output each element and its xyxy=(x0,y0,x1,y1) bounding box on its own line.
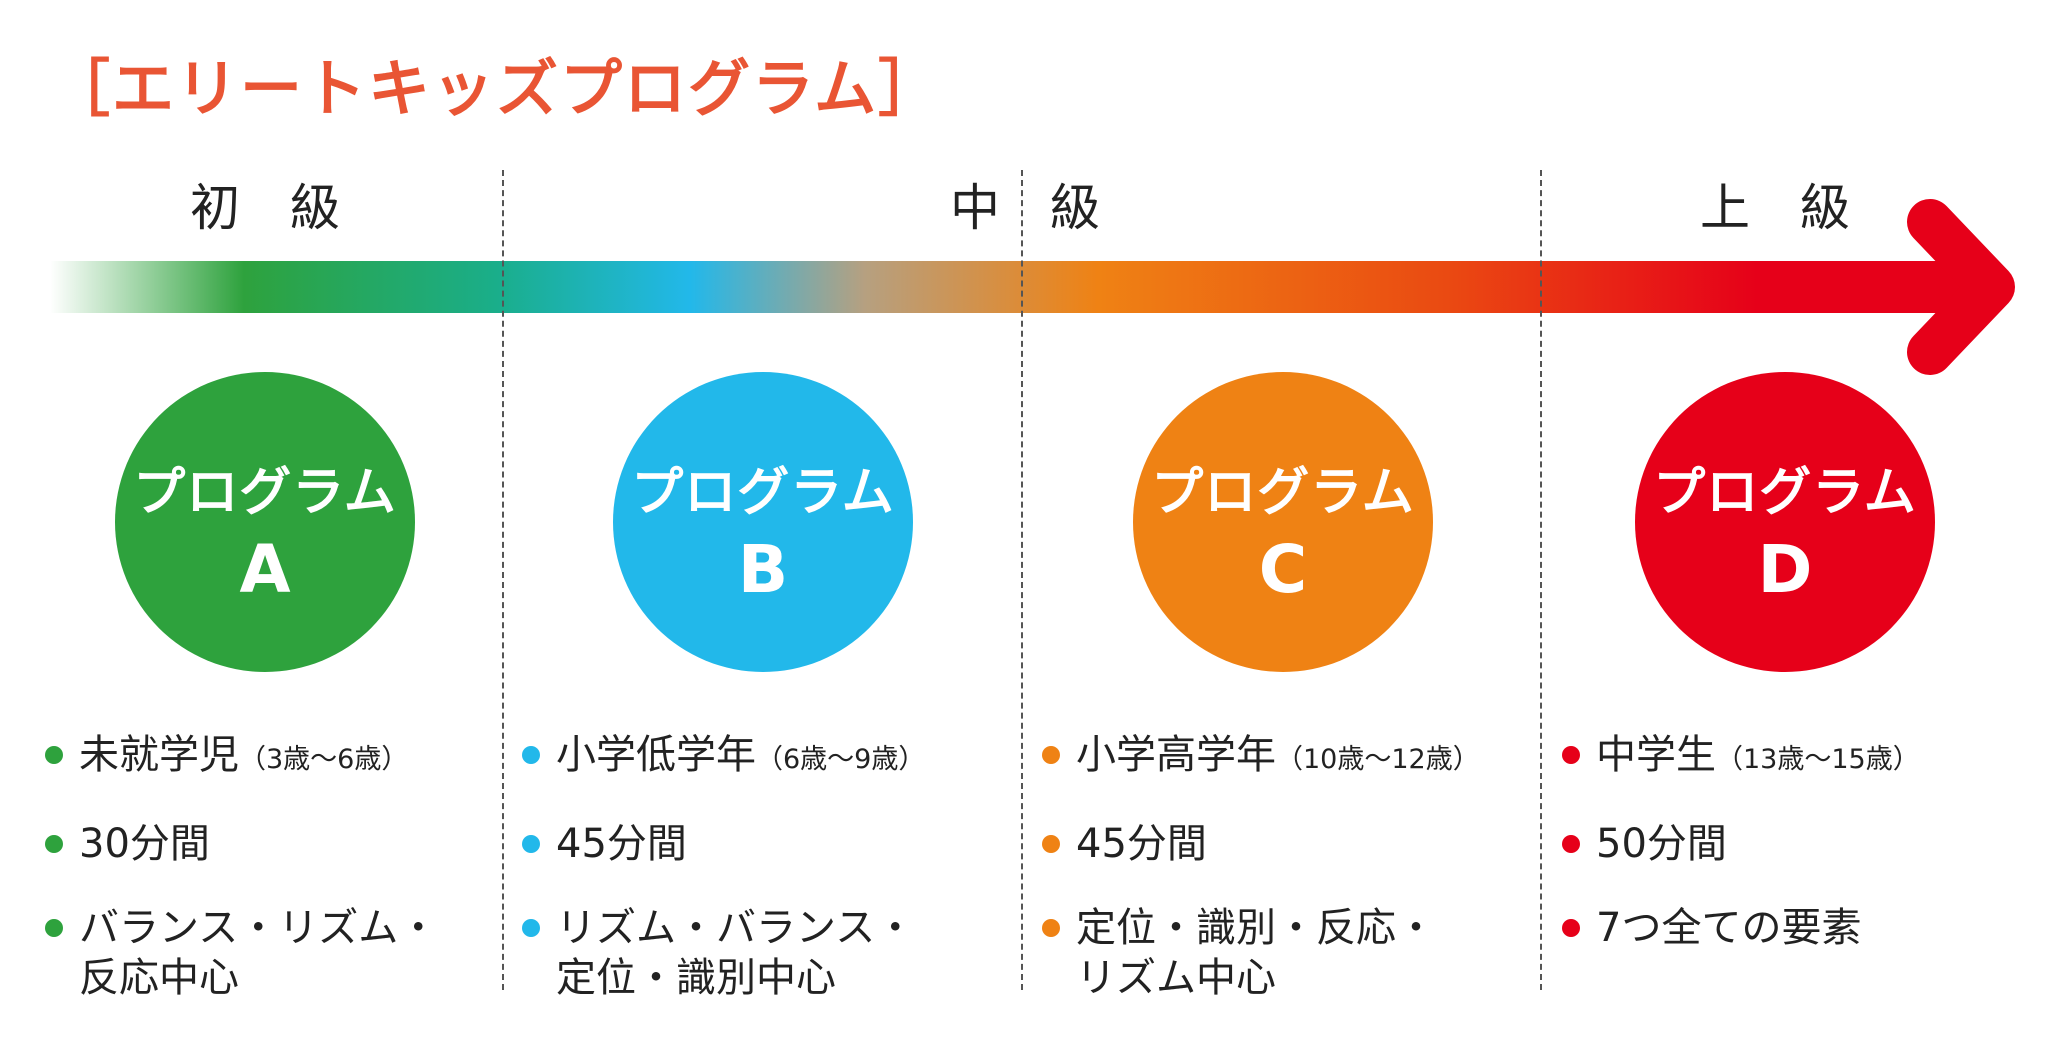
program-name: プログラム xyxy=(1653,463,1917,523)
bullet-dot-icon xyxy=(522,746,540,764)
arrow-shaft xyxy=(50,261,1980,313)
list-item-focus: リズム・バランス・ 定位・識別中心 xyxy=(522,903,972,1003)
bullet-dot-icon xyxy=(1042,835,1060,853)
list-item-duration: 45分間 xyxy=(1042,819,1492,869)
bullet-dot-icon xyxy=(45,835,63,853)
bullet-dot-icon xyxy=(45,919,63,937)
bullet-dot-icon xyxy=(1562,746,1580,764)
list-item-focus: 7つ全ての要素 xyxy=(1562,903,2012,953)
program-letter: A xyxy=(239,531,291,608)
level-label-beginner: 初 級 xyxy=(190,179,340,237)
bullet-dot-icon xyxy=(1562,919,1580,937)
bullet-dot-icon xyxy=(522,919,540,937)
level-label-middle-right: 級 xyxy=(1050,179,1100,237)
list-item-duration: 50分間 xyxy=(1562,819,2012,869)
bullet-dot-icon xyxy=(1042,746,1060,764)
list-item-duration: 30分間 xyxy=(45,819,495,869)
progress-arrow xyxy=(50,199,2015,375)
program-d-circle: プログラム D xyxy=(1635,372,1935,672)
list-item-age: 小学高学年（10歳〜12歳） xyxy=(1042,730,1492,785)
program-name: プログラム xyxy=(1151,463,1415,523)
program-b-details: 小学低学年（6歳〜9歳） 45分間 リズム・バランス・ 定位・識別中心 xyxy=(522,730,972,1037)
level-label-middle-left: 中 xyxy=(950,179,1000,237)
program-letter: C xyxy=(1258,531,1308,608)
program-d-details: 中学生（13歳〜15歳） 50分間 7つ全ての要素 xyxy=(1562,730,2012,987)
arrow-head xyxy=(1907,199,2015,375)
list-item-age: 中学生（13歳〜15歳） xyxy=(1562,730,2012,785)
program-name: プログラム xyxy=(631,463,895,523)
program-b-circle: プログラム B xyxy=(613,372,913,672)
program-c-circle: プログラム C xyxy=(1133,372,1433,672)
program-letter: B xyxy=(737,531,789,608)
page-title: ［エリートキッズプログラム］ xyxy=(48,52,943,125)
program-c-details: 小学高学年（10歳〜12歳） 45分間 定位・識別・反応・ リズム中心 xyxy=(1042,730,1492,1037)
program-name: プログラム xyxy=(133,463,397,523)
list-item-age: 小学低学年（6歳〜9歳） xyxy=(522,730,972,785)
list-item-focus: バランス・リズム・ 反応中心 xyxy=(45,903,495,1003)
list-item-age: 未就学児（3歳〜6歳） xyxy=(45,730,495,785)
divider-2 xyxy=(1021,170,1023,990)
bullet-dot-icon xyxy=(45,746,63,764)
list-item-focus: 定位・識別・反応・ リズム中心 xyxy=(1042,903,1492,1003)
program-letter: D xyxy=(1757,531,1813,608)
program-a-circle: プログラム A xyxy=(115,372,415,672)
divider-1 xyxy=(502,170,504,990)
program-a-details: 未就学児（3歳〜6歳） 30分間 バランス・リズム・ 反応中心 xyxy=(45,730,495,1037)
bullet-dot-icon xyxy=(1042,919,1060,937)
divider-3 xyxy=(1540,170,1542,990)
bullet-dot-icon xyxy=(522,835,540,853)
bullet-dot-icon xyxy=(1562,835,1580,853)
list-item-duration: 45分間 xyxy=(522,819,972,869)
level-label-advanced: 上 級 xyxy=(1700,179,1850,237)
